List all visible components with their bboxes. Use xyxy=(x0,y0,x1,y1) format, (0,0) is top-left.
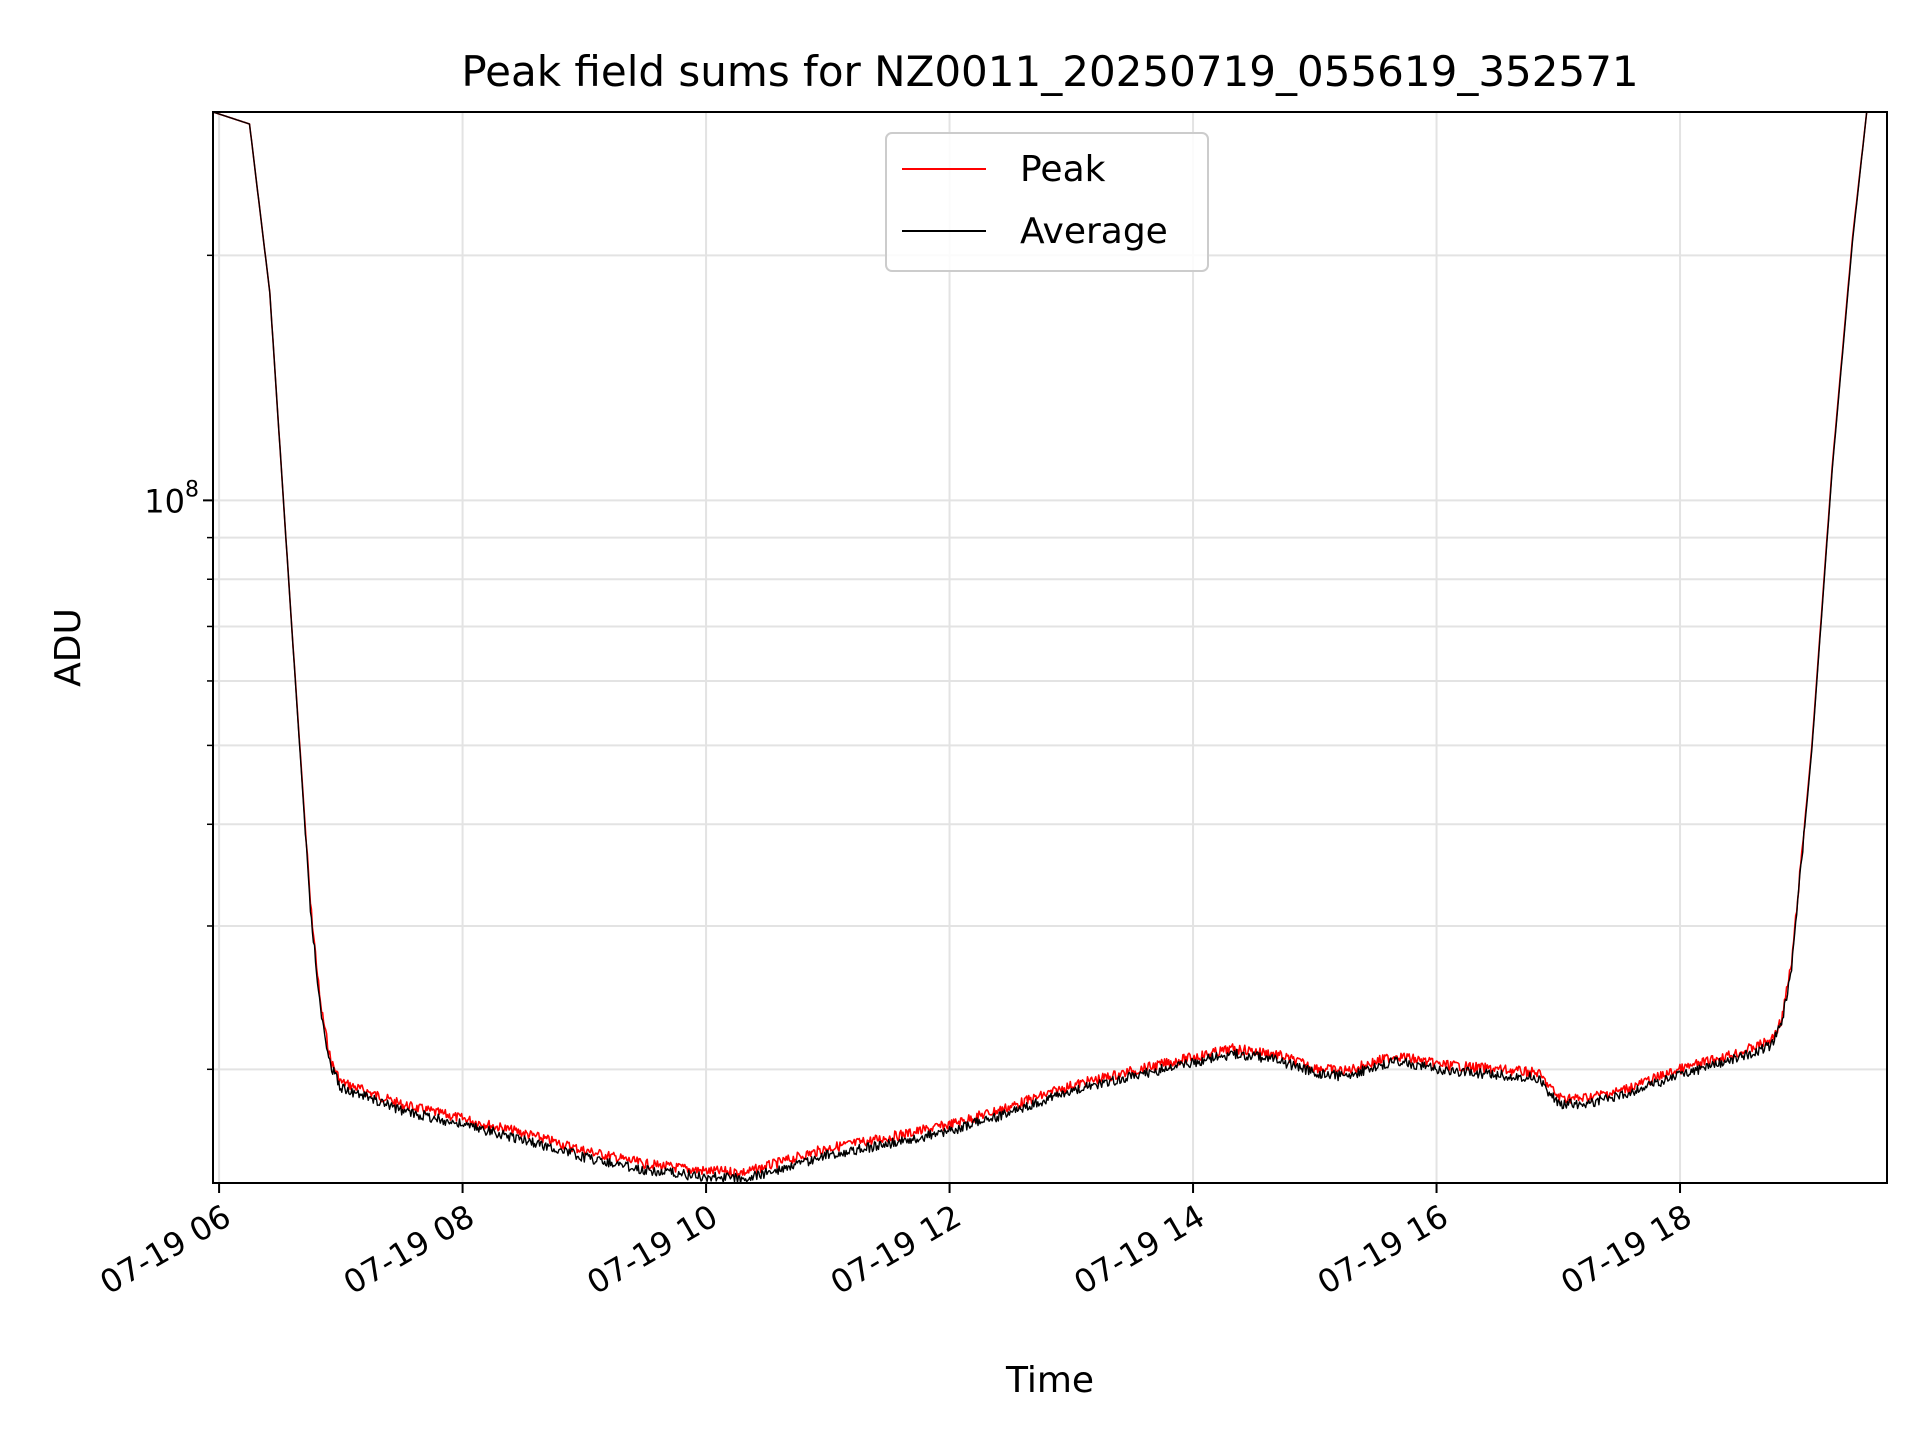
legend: Peak Average xyxy=(885,132,1209,272)
series-layer xyxy=(213,112,1887,1183)
x-axis-label: Time xyxy=(1005,1360,1094,1401)
y-tick-base: 10 xyxy=(144,482,185,520)
y-tick-exponent: 8 xyxy=(185,477,199,502)
legend-label-average: Average xyxy=(1020,211,1168,252)
series-line-average xyxy=(213,112,1887,1183)
y-axis-label: ADU xyxy=(48,608,89,687)
chart-title: Peak field sums for NZ0011_20250719_0556… xyxy=(461,47,1638,96)
plot-frame xyxy=(212,111,1888,1184)
y-tick-label: 108 xyxy=(144,477,199,520)
legend-box xyxy=(885,132,1209,272)
grid xyxy=(213,112,1887,1183)
legend-label-peak: Peak xyxy=(1020,149,1106,190)
